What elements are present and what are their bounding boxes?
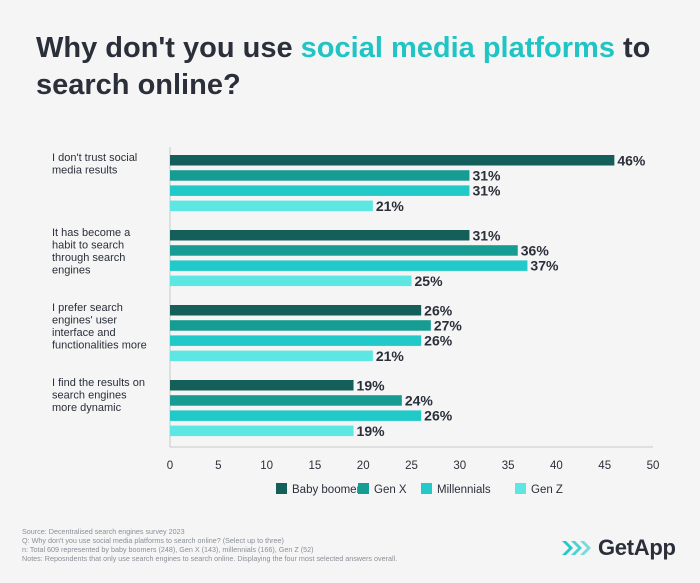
title-part2: to search online? — [36, 32, 651, 101]
x-tick-label: 40 — [550, 460, 563, 472]
title-highlight: social media platforms — [300, 32, 615, 64]
legend-label: Gen Z — [531, 484, 563, 496]
legend-swatch — [358, 483, 369, 494]
bar — [170, 245, 518, 256]
bar — [170, 260, 528, 271]
bar — [170, 200, 373, 212]
bar-value-label: 26% — [424, 302, 453, 318]
x-tick-label: 35 — [502, 460, 515, 472]
bar — [170, 275, 412, 287]
category-label: I don't trust social — [52, 152, 137, 164]
category-label: I find the results on — [52, 377, 145, 389]
bar-value-label: 24% — [405, 392, 434, 408]
legend-swatch — [515, 483, 526, 494]
bar-value-label: 19% — [357, 423, 386, 439]
bar — [170, 230, 470, 241]
x-tick-label: 20 — [357, 460, 370, 472]
category-label: functionalities more — [52, 340, 147, 352]
bar-value-label: 25% — [415, 273, 444, 289]
bar-value-label: 31% — [472, 167, 501, 183]
x-tick-label: 45 — [598, 460, 611, 472]
bar-value-label: 26% — [424, 408, 453, 424]
bar — [170, 350, 373, 362]
title-part1: Why don't you use — [36, 32, 301, 64]
x-tick-label: 15 — [309, 460, 322, 472]
bar — [170, 380, 354, 391]
bar-value-label: 26% — [424, 333, 453, 349]
bar — [170, 305, 422, 316]
logo-text: GetApp — [598, 535, 676, 560]
bar — [170, 425, 354, 437]
x-tick-label: 25 — [405, 460, 418, 472]
legend-swatch — [276, 483, 287, 494]
category-label: I prefer search — [52, 302, 123, 314]
bar-value-label: 19% — [357, 377, 386, 393]
x-tick-label: 10 — [260, 460, 273, 472]
category-label: habit to search — [52, 240, 124, 252]
x-tick-label: 30 — [453, 460, 466, 472]
bar-value-label: 46% — [617, 152, 646, 168]
category-label: more dynamic — [52, 402, 122, 414]
legend-label: Millennials — [437, 484, 491, 496]
bar-value-label: 21% — [376, 348, 405, 364]
category-label: interface and — [52, 327, 116, 339]
footnotes: Source: Decentralised search engines sur… — [22, 527, 542, 563]
legend-label: Baby boomers — [292, 484, 366, 496]
category-label: It has become a — [52, 227, 131, 239]
bar-value-label: 36% — [521, 242, 550, 258]
legend-swatch — [421, 483, 432, 494]
bar — [170, 410, 422, 421]
bar — [170, 320, 431, 331]
footnote-notes: Notes: Reposndents that only use search … — [22, 554, 398, 563]
category-label: search engines — [52, 390, 127, 402]
getapp-logo: GetApp — [562, 535, 676, 560]
footnote-question: Q: Why don't you use social media platfo… — [22, 536, 284, 545]
bar — [170, 155, 615, 166]
bar — [170, 395, 402, 406]
bar-value-label: 21% — [376, 198, 405, 214]
chart-title: Why don't you use social media platforms… — [36, 30, 676, 104]
legend-label: Gen X — [374, 484, 407, 496]
category-label: engines' user — [52, 315, 117, 327]
x-tick-label: 0 — [167, 460, 173, 472]
bar — [170, 335, 422, 346]
bar — [170, 170, 470, 181]
category-label: media results — [52, 165, 118, 177]
bar-value-label: 27% — [434, 317, 463, 333]
x-tick-label: 5 — [215, 460, 221, 472]
category-label: engines — [52, 265, 91, 277]
footnote-source: Source: Decentralised search engines sur… — [22, 527, 185, 536]
footnote-sample: n: Total 609 represented by baby boomers… — [22, 545, 314, 554]
getapp-chevrons-icon — [562, 541, 591, 555]
bar — [170, 185, 470, 196]
bar-value-label: 31% — [472, 227, 501, 243]
x-tick-label: 50 — [647, 460, 660, 472]
bar-value-label: 31% — [472, 183, 501, 199]
category-label: through search — [52, 252, 125, 264]
bar-value-label: 37% — [530, 258, 559, 274]
